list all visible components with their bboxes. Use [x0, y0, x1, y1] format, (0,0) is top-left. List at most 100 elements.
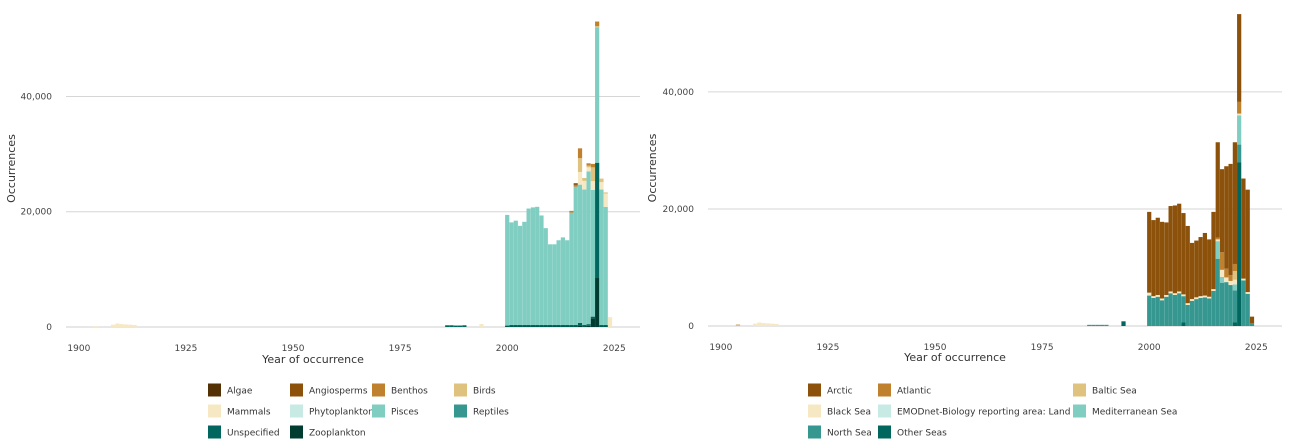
bar-mammals-1913[interactable]: [132, 324, 137, 327]
bar-black-sea-2012[interactable]: [1198, 296, 1203, 298]
bar-north-sea-2002[interactable]: [1155, 296, 1160, 326]
bar-zooplankton-2020[interactable]: [590, 318, 595, 327]
bar-unspecified-1988[interactable]: [453, 325, 458, 327]
bar-unspecified-2017[interactable]: [577, 322, 583, 326]
legend-label-emodnet-biology-reporting-area-land[interactable]: EMODnet-Biology reporting area: Land: [897, 408, 1070, 418]
bar-mediterranean-sea-2016[interactable]: [1215, 241, 1220, 259]
bar-mediterranean-sea-2017[interactable]: [1219, 276, 1225, 283]
bar-black-sea-2003[interactable]: [1159, 298, 1165, 301]
bar-benthos-2019[interactable]: [586, 163, 591, 166]
bar-atlantic-2019[interactable]: [1228, 275, 1233, 281]
bar-north-sea-2011[interactable]: [1194, 299, 1199, 326]
legend-swatch-arctic[interactable]: [808, 383, 821, 397]
bar-unspecified-2014[interactable]: [565, 324, 570, 327]
bar-angiosperms-2016[interactable]: [573, 183, 578, 185]
bar-arctic-2006[interactable]: [1172, 205, 1178, 294]
legend-swatch-birds[interactable]: [454, 383, 467, 397]
legend-swatch-unspecified[interactable]: [208, 425, 221, 439]
bar-north-sea-2009[interactable]: [1185, 304, 1190, 326]
bar-black-sea-2005[interactable]: [1168, 291, 1173, 294]
bar-atlantic-1904[interactable]: [735, 324, 741, 326]
bar-other-seas-2008[interactable]: [1181, 322, 1186, 326]
bar-north-sea-2016[interactable]: [1215, 258, 1220, 326]
bar-unspecified-2022[interactable]: [599, 324, 604, 327]
bar-unspecified-2005[interactable]: [526, 324, 531, 327]
bar-black-sea-1909[interactable]: [757, 322, 762, 326]
legend-label-pisces[interactable]: Pisces: [391, 408, 419, 418]
bar-black-sea-2019[interactable]: [1228, 280, 1233, 286]
legend-swatch-atlantic[interactable]: [878, 383, 891, 397]
bar-pisces-2016[interactable]: [573, 186, 578, 325]
bar-mediterranean-sea-2021[interactable]: [1237, 115, 1242, 145]
bar-black-sea-2016[interactable]: [1215, 239, 1220, 242]
bar-unspecified-2001[interactable]: [509, 324, 514, 327]
bar-black-sea-2007[interactable]: [1177, 291, 1182, 294]
bar-black-sea-2014[interactable]: [1207, 296, 1212, 299]
bar-pisces-2015[interactable]: [569, 212, 574, 325]
bar-birds-2018[interactable]: [582, 178, 587, 181]
bar-arctic-2022[interactable]: [1241, 178, 1246, 279]
bar-arctic-2018[interactable]: [1224, 166, 1229, 269]
bar-unspecified-2015[interactable]: [569, 324, 574, 327]
bar-pisces-2000[interactable]: [505, 214, 510, 326]
bar-arctic-2009[interactable]: [1185, 225, 1190, 304]
legend-label-atlantic[interactable]: Atlantic: [897, 387, 931, 397]
bar-black-sea-2017[interactable]: [1219, 269, 1225, 277]
bar-atlantic-2020[interactable]: [1232, 263, 1237, 271]
bar-arctic-2007[interactable]: [1177, 203, 1182, 292]
bar-mammals-1912[interactable]: [128, 324, 133, 327]
bar-unspecified-2016[interactable]: [573, 324, 578, 327]
bar-benthos-2015[interactable]: [569, 210, 574, 213]
bar-benthos-2017[interactable]: [577, 148, 583, 159]
legend-label-phytoplankton[interactable]: Phytoplankton: [309, 408, 374, 418]
bar-benthos-2021[interactable]: [595, 21, 600, 27]
bar-unspecified-2021[interactable]: [595, 162, 600, 279]
bar-north-sea-2014[interactable]: [1207, 298, 1212, 326]
legend-swatch-other-seas[interactable]: [878, 425, 891, 439]
bar-pisces-2008[interactable]: [539, 215, 544, 325]
bar-unspecified-1990[interactable]: [462, 325, 467, 327]
legend-label-other-seas[interactable]: Other Seas: [897, 429, 947, 439]
bar-unspecified-2011[interactable]: [552, 324, 557, 327]
bar-black-sea-1908[interactable]: [753, 323, 758, 326]
bar-black-sea-2015[interactable]: [1211, 289, 1216, 291]
bar-arctic-2017[interactable]: [1219, 169, 1225, 253]
bar-black-sea-2018[interactable]: [1224, 277, 1229, 283]
bar-pisces-2004[interactable]: [522, 221, 527, 325]
bar-pisces-2021[interactable]: [595, 27, 600, 163]
bar-arctic-2010[interactable]: [1189, 242, 1195, 300]
bar-atlantic-2018[interactable]: [1224, 268, 1229, 278]
legend-swatch-pisces[interactable]: [372, 404, 385, 418]
bar-unspecified-2023[interactable]: [603, 324, 608, 327]
bar-north-sea-2003[interactable]: [1159, 300, 1165, 326]
bar-arctic-2003[interactable]: [1159, 221, 1165, 299]
bar-unspecified-2019[interactable]: [586, 324, 591, 326]
bar-black-sea-2000[interactable]: [1147, 292, 1152, 296]
bar-arctic-2001[interactable]: [1151, 220, 1156, 297]
legend-swatch-mammals[interactable]: [208, 404, 221, 418]
legend-swatch-phytoplankton[interactable]: [290, 404, 303, 418]
bar-arctic-2020[interactable]: [1232, 142, 1237, 264]
bar-other-seas-1994[interactable]: [1121, 321, 1126, 326]
bar-birds-2022[interactable]: [599, 178, 604, 183]
bar-pisces-2017[interactable]: [577, 184, 583, 323]
bar-black-sea-1904[interactable]: [735, 325, 741, 326]
legend-swatch-mediterranean-sea[interactable]: [1073, 404, 1086, 418]
bar-mammals-2020[interactable]: [590, 181, 595, 190]
bar-black-sea-2023[interactable]: [1245, 292, 1250, 294]
bar-pisces-2001[interactable]: [509, 222, 514, 325]
legend-label-unspecified[interactable]: Unspecified: [227, 429, 280, 439]
bar-benthos-2020[interactable]: [590, 163, 595, 168]
bar-north-sea-2024[interactable]: [1249, 323, 1255, 326]
bar-zooplankton-2019[interactable]: [586, 325, 591, 327]
bar-arctic-2024[interactable]: [1249, 316, 1255, 324]
bar-arctic-2000[interactable]: [1147, 211, 1152, 293]
bar-unspecified-2006[interactable]: [530, 324, 536, 327]
bar-black-sea-1913[interactable]: [774, 323, 779, 326]
legend-label-arctic[interactable]: Arctic: [827, 387, 853, 397]
bar-north-sea-2020[interactable]: [1232, 290, 1237, 323]
bar-mammals-2022[interactable]: [599, 182, 604, 190]
bar-arctic-2014[interactable]: [1207, 239, 1212, 297]
bar-birds-2017[interactable]: [577, 158, 583, 172]
bar-black-sea-1910[interactable]: [761, 323, 766, 326]
